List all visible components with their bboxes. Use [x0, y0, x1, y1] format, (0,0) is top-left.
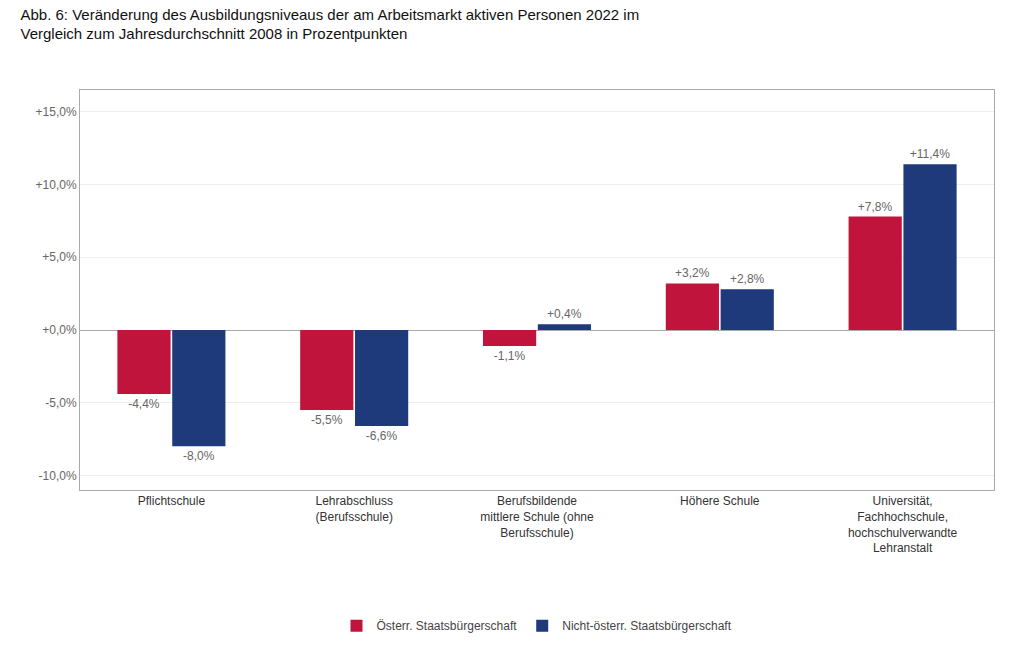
svg-text:-6,6%: -6,6%	[366, 429, 398, 443]
svg-text:+0,4%: +0,4%	[547, 307, 582, 321]
svg-text:Pflichtschule: Pflichtschule	[138, 494, 206, 508]
svg-text:Nicht-österr. Staatsbürgerscha: Nicht-österr. Staatsbürgerschaft	[562, 619, 731, 633]
svg-text:Höhere Schule: Höhere Schule	[680, 494, 760, 508]
svg-text:-5,5%: -5,5%	[311, 413, 343, 427]
svg-text:-8,0%: -8,0%	[183, 449, 215, 463]
svg-text:-5,0%: -5,0%	[45, 396, 77, 410]
svg-text:-4,4%: -4,4%	[128, 397, 160, 411]
svg-text:Lehrabschluss(Berufsschule): Lehrabschluss(Berufsschule)	[316, 494, 393, 524]
svg-text:Abb. 6: Veränderung des Ausbil: Abb. 6: Veränderung des Ausbildungsnivea…	[20, 6, 639, 43]
svg-text:+15,0%: +15,0%	[36, 105, 77, 119]
svg-text:+0,0%: +0,0%	[42, 323, 77, 337]
svg-text:Universität,Fachhochschule,hoc: Universität,Fachhochschule,hochschulverw…	[848, 494, 958, 555]
svg-text:+3,2%: +3,2%	[675, 266, 710, 280]
svg-text:+11,4%: +11,4%	[910, 147, 950, 161]
svg-text:Österr. Staatsbürgerschaft: Österr. Staatsbürgerschaft	[377, 619, 518, 633]
svg-text:+10,0%: +10,0%	[36, 178, 77, 192]
svg-text:+2,8%: +2,8%	[730, 272, 765, 286]
svg-text:-10,0%: -10,0%	[39, 469, 77, 483]
svg-text:+7,8%: +7,8%	[858, 200, 893, 214]
svg-text:Berufsbildendemittlere Schule: Berufsbildendemittlere Schule (ohneBeruf…	[480, 494, 594, 539]
svg-text:-1,1%: -1,1%	[494, 349, 526, 363]
svg-text:+5,0%: +5,0%	[42, 250, 77, 264]
